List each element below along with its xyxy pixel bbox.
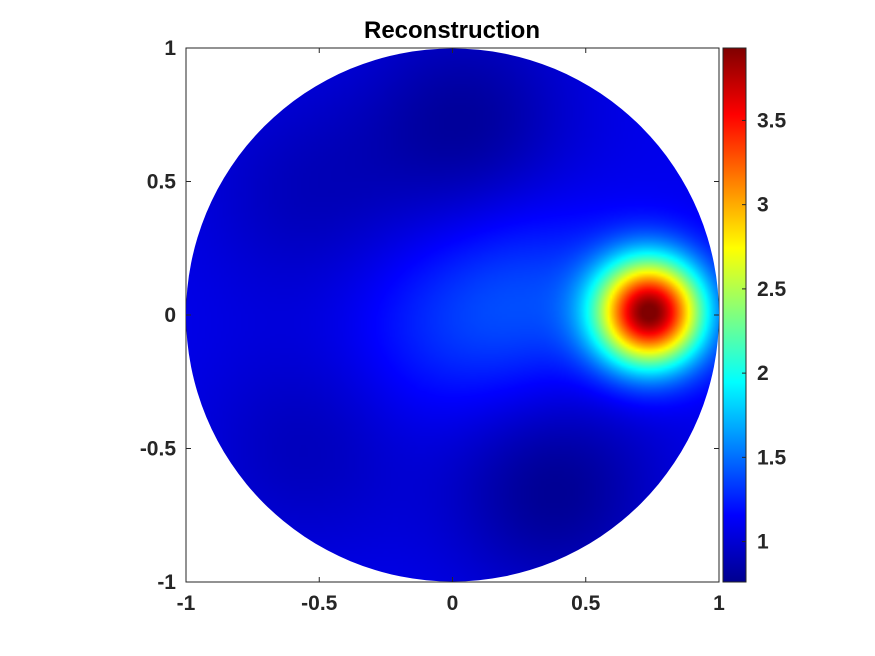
colorbar-tick-label: 1 — [757, 531, 769, 554]
y-tick-label: 0 — [164, 304, 176, 327]
y-tick-label: -0.5 — [140, 438, 177, 461]
chart-title: Reconstruction — [364, 17, 540, 44]
x-tick-label: -0.5 — [301, 592, 338, 615]
colorbar-tick-label: 2 — [757, 362, 769, 385]
x-tick-label: 0.5 — [571, 592, 601, 615]
colorbar-tick-label: 3 — [757, 194, 769, 217]
x-tick-label: 1 — [713, 592, 725, 615]
y-tick-label: 0.5 — [147, 171, 177, 194]
x-axis: -1 -0.5 0 0.5 1 — [177, 48, 725, 615]
colorbar-tick-label: 2.5 — [757, 278, 787, 301]
colorbar-axis: 1 1.5 2 2.5 3 3.5 — [742, 109, 787, 554]
heatmap-field — [186, 48, 719, 582]
x-tick-label: 0 — [447, 592, 459, 615]
colorbar-tick-label: 1.5 — [757, 446, 787, 469]
colorbar — [722, 47, 747, 583]
heatmap-image — [186, 48, 719, 582]
x-tick-label: -1 — [177, 592, 196, 615]
y-tick-label: -1 — [157, 571, 176, 594]
colorbar-tick-label: 3.5 — [757, 109, 787, 132]
y-tick-label: 1 — [164, 37, 176, 60]
y-axis: 1 0.5 0 -0.5 -1 — [140, 37, 719, 594]
